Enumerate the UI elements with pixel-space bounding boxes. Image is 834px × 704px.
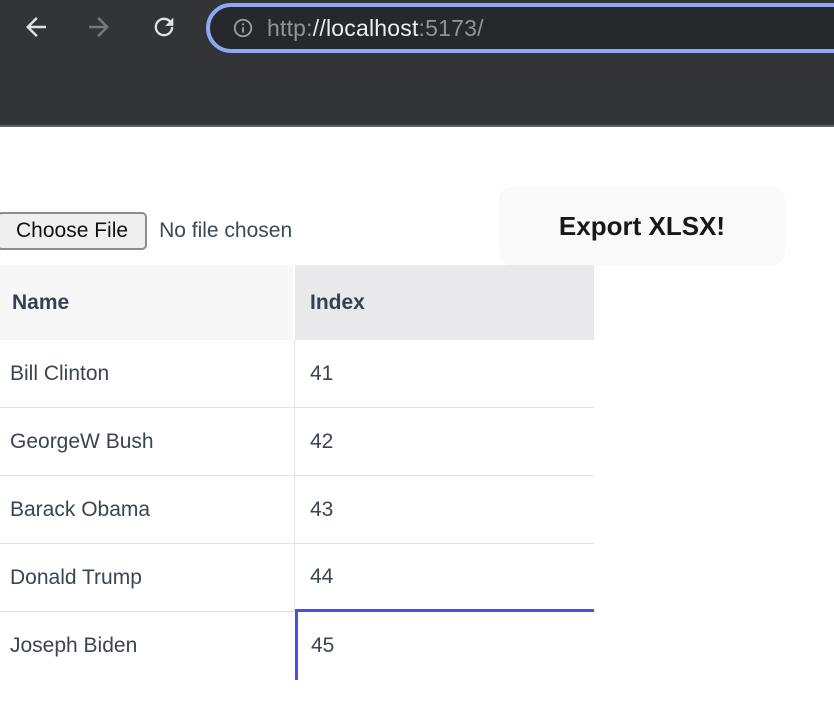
table-row: GeorgeW Bush 42 — [0, 408, 594, 476]
cell-name[interactable]: Donald Trump — [0, 544, 295, 612]
cell-index[interactable]: 44 — [295, 544, 594, 612]
url-text: http://localhost:5173/ — [267, 15, 484, 42]
cell-name[interactable]: Joseph Biden — [0, 612, 295, 680]
reload-icon — [150, 13, 178, 44]
url-separator: // — [312, 14, 326, 41]
cell-name[interactable]: Bill Clinton — [0, 340, 295, 408]
cell-index[interactable]: 41 — [295, 340, 594, 408]
column-header-name[interactable]: Name — [0, 265, 293, 340]
reload-button[interactable] — [146, 10, 182, 46]
table-row: Donald Trump 44 — [0, 544, 594, 612]
column-header-index[interactable]: Index — [295, 265, 594, 340]
table-row: Joseph Biden 45 — [0, 612, 594, 680]
back-button[interactable] — [18, 10, 54, 46]
export-xlsx-button[interactable]: Export XLSX! — [499, 187, 785, 265]
cell-name[interactable]: Barack Obama — [0, 476, 295, 544]
url-host: localhost — [325, 14, 419, 41]
presidents-table: Name Index Bill Clinton 41 GeorgeW Bush … — [0, 265, 594, 680]
back-arrow-icon — [21, 12, 51, 45]
cell-index[interactable]: 43 — [295, 476, 594, 544]
choose-file-button[interactable]: Choose File — [0, 212, 148, 250]
cell-index[interactable]: 42 — [295, 408, 594, 476]
header-divider — [293, 265, 295, 340]
forward-button[interactable] — [81, 10, 117, 46]
file-input-row: Choose File No file chosen — [0, 212, 292, 250]
site-info-button[interactable] — [232, 17, 254, 39]
table-header-row: Name Index — [0, 265, 594, 340]
file-chosen-status: No file chosen — [159, 219, 293, 242]
table-row: Barack Obama 43 — [0, 476, 594, 544]
page-content: Choose File No file chosen Export XLSX! … — [0, 129, 834, 704]
forward-arrow-icon — [84, 12, 114, 45]
info-icon — [233, 18, 253, 38]
browser-toolbar: http://localhost:5173/ — [0, 0, 834, 127]
url-bar[interactable]: http://localhost:5173/ — [206, 3, 834, 53]
cell-index-selected[interactable]: 45 — [295, 612, 594, 680]
url-scheme: http: — [267, 14, 313, 41]
url-port-path: :5173/ — [418, 14, 484, 41]
table-row: Bill Clinton 41 — [0, 340, 594, 408]
cell-name[interactable]: GeorgeW Bush — [0, 408, 295, 476]
